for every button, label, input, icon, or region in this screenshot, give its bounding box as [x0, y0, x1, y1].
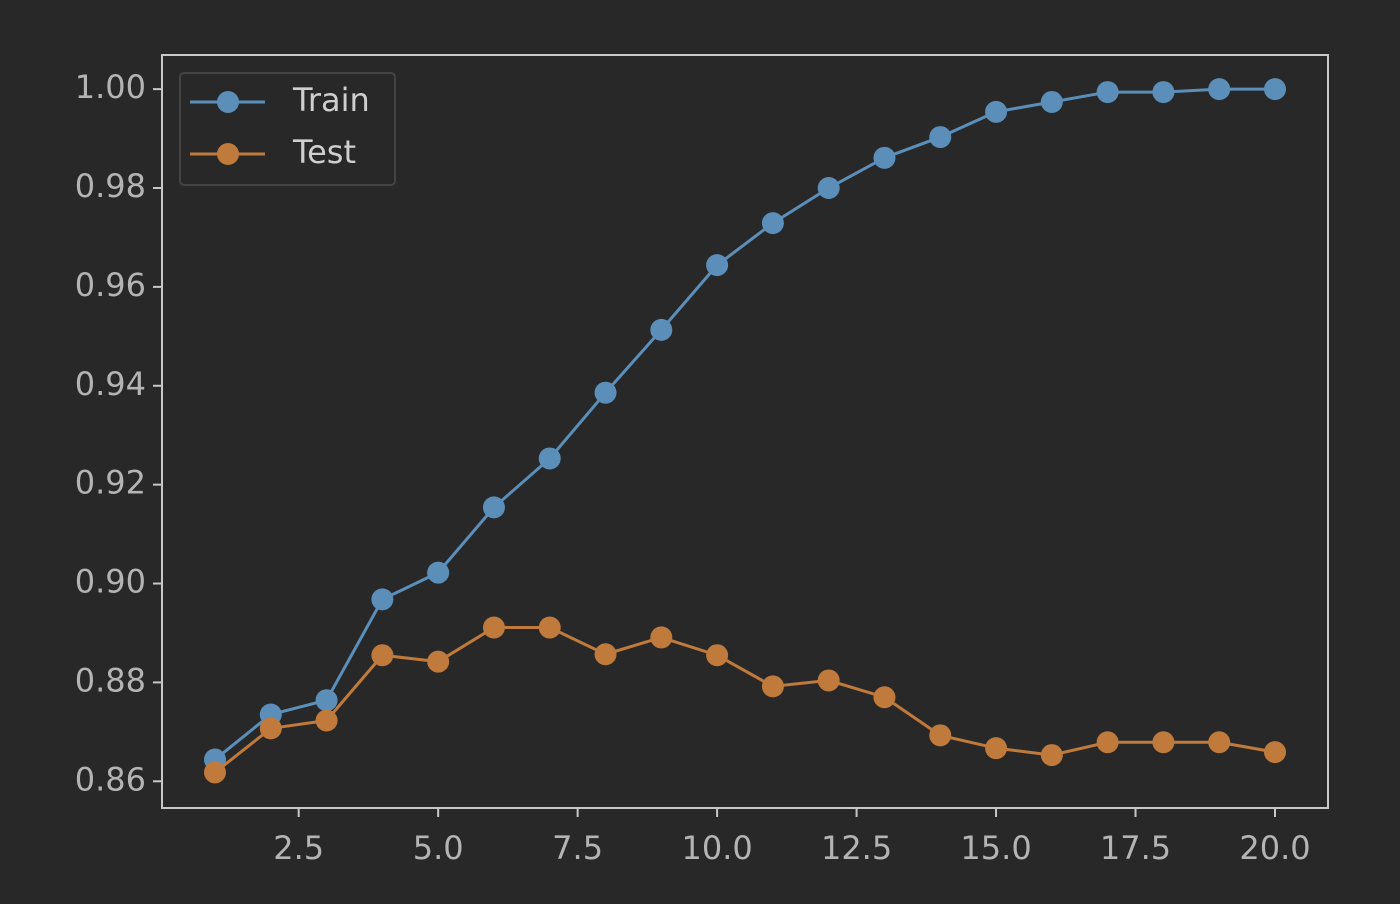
series-marker	[706, 254, 729, 277]
series-marker	[1096, 81, 1119, 104]
series-marker	[1152, 731, 1175, 754]
series-marker	[650, 626, 673, 649]
series-marker	[817, 176, 840, 199]
series-marker	[1264, 741, 1286, 764]
series-marker	[204, 761, 226, 784]
series-marker	[371, 644, 394, 667]
series-marker	[1208, 78, 1231, 101]
x-tick-label: 5.0	[413, 829, 464, 867]
series-marker	[985, 737, 1008, 760]
series-marker	[706, 644, 729, 667]
x-tick-label: 2.5	[273, 829, 324, 867]
series-marker	[482, 496, 505, 519]
series-marker	[1152, 81, 1175, 104]
series-marker	[929, 724, 952, 747]
series-marker	[1040, 90, 1063, 113]
series-marker	[538, 447, 561, 470]
series-marker	[761, 675, 784, 698]
y-tick-label: 0.90	[75, 563, 146, 601]
legend-label: Test	[292, 133, 356, 171]
y-tick-label: 0.86	[75, 760, 146, 798]
series-marker	[817, 669, 840, 692]
series-marker	[1096, 731, 1119, 754]
y-tick-label: 0.96	[75, 266, 146, 304]
series-marker	[427, 650, 450, 673]
y-tick-label: 0.92	[75, 464, 146, 502]
x-tick-label: 7.5	[552, 829, 603, 867]
x-tick-label: 12.5	[821, 829, 892, 867]
series-marker	[1264, 78, 1286, 101]
y-tick-label: 0.94	[75, 365, 146, 403]
series-marker	[538, 616, 561, 639]
legend-marker	[217, 143, 239, 165]
y-tick-label: 0.98	[75, 167, 146, 205]
series-marker	[1040, 744, 1063, 767]
series-marker	[594, 643, 617, 666]
series-marker	[482, 616, 505, 639]
series-marker	[315, 689, 338, 712]
series-marker	[873, 686, 896, 709]
legend: Train Test	[179, 72, 396, 186]
series-marker	[594, 381, 617, 404]
series-marker	[371, 588, 394, 611]
series-marker	[427, 561, 450, 584]
series-marker	[873, 146, 896, 169]
legend-label: Train	[292, 81, 370, 119]
series-marker	[929, 126, 952, 149]
x-tick-label: 17.5	[1100, 829, 1171, 867]
x-tick-label: 20.0	[1239, 829, 1310, 867]
x-tick-label: 15.0	[960, 829, 1031, 867]
series-marker	[259, 717, 282, 740]
x-tick-label: 10.0	[681, 829, 752, 867]
y-tick-label: 1.00	[75, 68, 146, 106]
series-marker	[1208, 731, 1231, 754]
series-marker	[315, 709, 338, 732]
series-marker	[761, 212, 784, 235]
series-marker	[985, 100, 1008, 123]
y-tick-label: 0.88	[75, 661, 146, 699]
legend-marker	[217, 91, 239, 113]
series-marker	[650, 318, 673, 341]
